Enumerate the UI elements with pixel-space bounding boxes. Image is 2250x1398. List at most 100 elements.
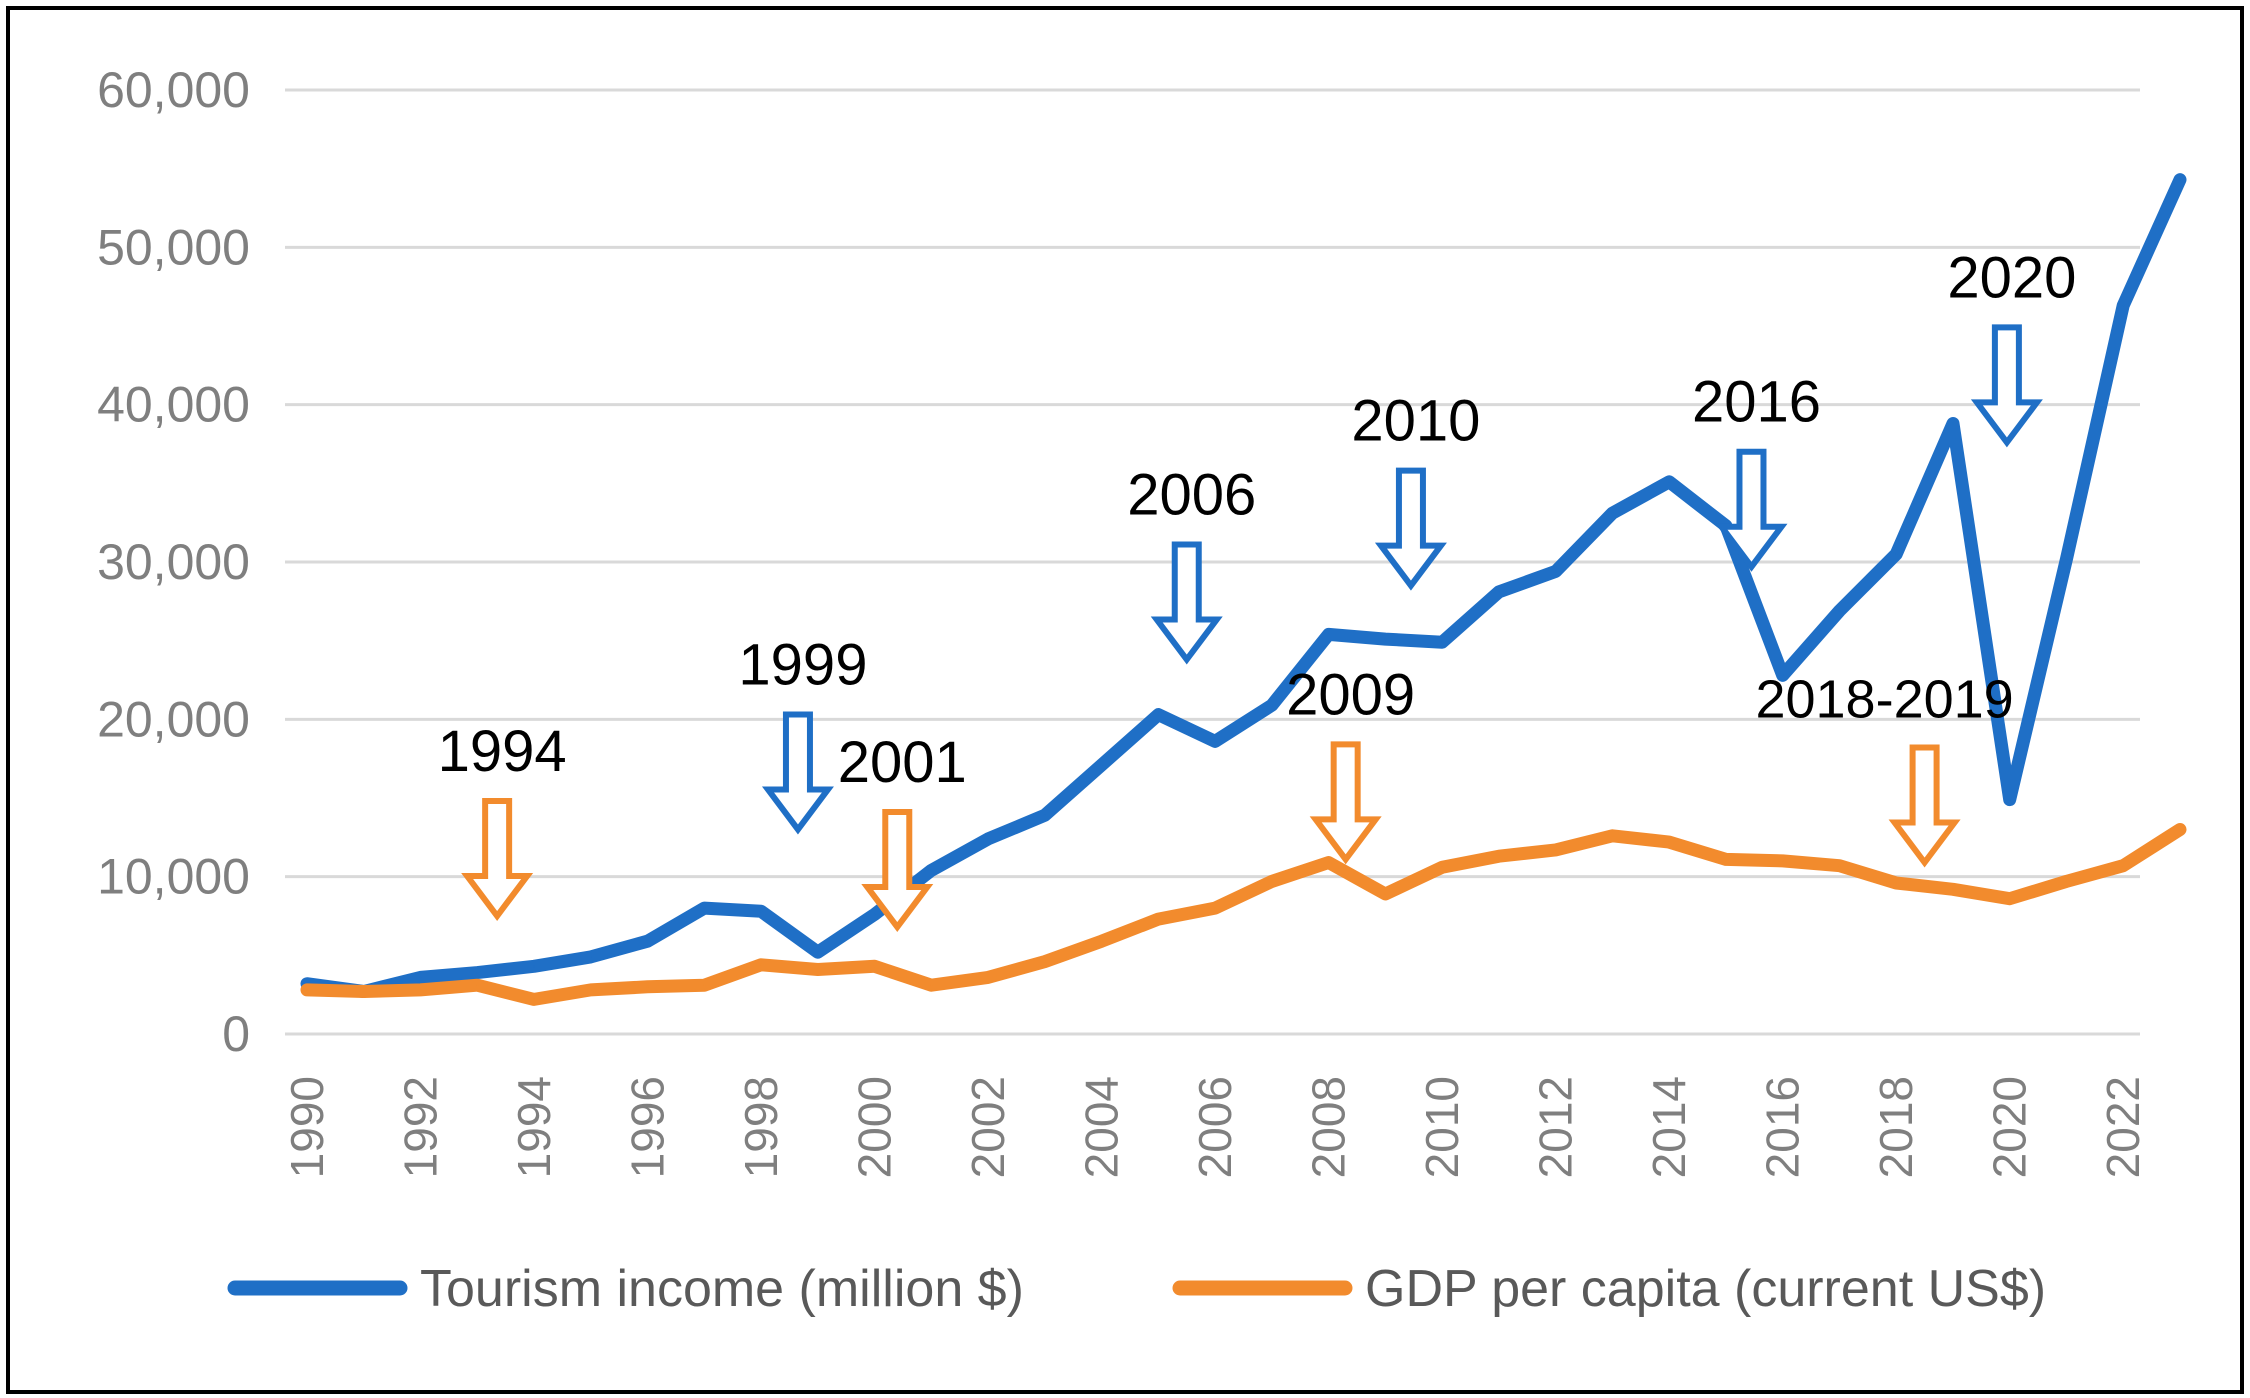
data-point-tourism-2023 [2179, 178, 2181, 181]
data-point-tourism-2020 [2008, 798, 2011, 801]
data-point-gdp-1990 [306, 988, 308, 991]
data-point-gdp-1995 [589, 988, 592, 991]
data-point-gdp-1993 [476, 984, 479, 987]
data-point-gdp-2002 [987, 976, 990, 979]
data-point-gdp-2016 [1781, 859, 1784, 862]
data-point-tourism-2000 [873, 913, 876, 916]
data-point-tourism-1997 [703, 907, 706, 910]
annotation-label-1994: 1994 [438, 719, 567, 784]
data-point-tourism-2010 [1441, 641, 1444, 644]
data-point-tourism-2021 [2065, 557, 2068, 560]
annotation-label-2020: 2020 [1947, 245, 2076, 310]
y-axis-ticks: 0 10,000 20,000 30,000 40,000 50,000 60,000 [97, 62, 250, 1062]
legend-label-tourism-income-million: Tourism income (million $) [420, 1260, 1024, 1318]
data-point-tourism-2004 [1100, 764, 1103, 766]
y-tick-label: 40,000 [97, 377, 250, 433]
data-point-gdp-2015 [1724, 858, 1727, 861]
data-point-gdp-1992 [419, 988, 422, 991]
series-line-gdp-per-capita-current-us [300, 823, 2187, 1006]
data-point-gdp-2000 [873, 965, 876, 968]
data-point-gdp-2005 [1157, 918, 1160, 921]
gridlines [285, 88, 2140, 1036]
data-point-gdp-2013 [1611, 834, 1614, 837]
x-tick-label: 2000 [849, 1076, 901, 1178]
y-tick-label: 0 [222, 1006, 250, 1062]
data-point-gdp-2009 [1384, 893, 1387, 895]
data-point-tourism-2022 [2122, 304, 2125, 307]
annotation-arrow-2001 [861, 809, 934, 933]
annotation-arrow-2016 [1715, 448, 1788, 572]
data-point-tourism-2016 [1781, 674, 1784, 677]
data-point-tourism-2018 [1895, 553, 1898, 556]
x-tick-label: 2006 [1189, 1076, 1241, 1178]
data-point-gdp-2023 [2179, 828, 2181, 831]
series-line-tourism-income-million [300, 173, 2187, 998]
data-point-tourism-2006 [1214, 740, 1217, 743]
annotation-arrow-2010 [1374, 467, 1447, 591]
annotation-arrow-2018-2019 [1888, 744, 1961, 868]
data-point-tourism-2009 [1384, 638, 1387, 641]
annotation-arrow-2020 [1970, 324, 2043, 448]
x-tick-label: 1990 [281, 1076, 333, 1178]
series-lines [300, 173, 2187, 1006]
legend: Tourism income (million $) GDP per capita… [227, 1260, 2046, 1318]
data-point-tourism-2019 [1952, 422, 1954, 425]
data-point-gdp-2008 [1327, 861, 1330, 864]
annotation-label-2009: 2009 [1286, 662, 1415, 727]
data-point-tourism-1993 [476, 971, 479, 974]
data-point-tourism-1994 [533, 965, 535, 968]
annotations: 1994 1999 2001 2006 2009 2010 2016 2018-2019 202… [438, 245, 2076, 933]
data-point-gdp-2019 [1952, 888, 1954, 891]
annotation-label-2001: 2001 [838, 730, 967, 795]
x-tick-label: 1998 [735, 1076, 787, 1178]
x-tick-label: 2020 [1984, 1076, 2036, 1178]
data-point-gdp-2017 [1838, 864, 1841, 867]
x-tick-label: 2002 [962, 1076, 1014, 1178]
data-point-tourism-2003 [1043, 814, 1046, 817]
data-point-gdp-2004 [1100, 940, 1103, 943]
data-point-tourism-1995 [589, 955, 592, 958]
x-tick-label: 2008 [1303, 1076, 1355, 1178]
data-point-gdp-1991 [362, 990, 365, 993]
y-tick-label: 10,000 [97, 849, 250, 905]
data-point-tourism-2011 [1497, 590, 1500, 593]
data-point-tourism-2012 [1554, 570, 1557, 573]
x-tick-label: 2004 [1076, 1076, 1128, 1178]
data-point-tourism-2013 [1611, 512, 1614, 515]
data-point-gdp-2010 [1441, 866, 1444, 869]
data-point-tourism-1992 [419, 976, 422, 979]
chart-frame: 0 10,000 20,000 30,000 40,000 50,000 60,000 19… [6, 6, 2244, 1394]
y-tick-label: 20,000 [97, 691, 250, 747]
line-chart: 0 10,000 20,000 30,000 40,000 50,000 60,000 19… [97, 62, 2187, 1318]
x-tick-label: 1992 [395, 1076, 447, 1178]
data-point-tourism-2002 [987, 837, 990, 840]
x-tick-label: 2022 [2097, 1076, 2149, 1178]
data-point-gdp-2006 [1214, 907, 1217, 910]
data-point-tourism-1998 [760, 910, 763, 913]
x-tick-label: 1994 [508, 1076, 560, 1178]
legend-label-gdp-per-capita-current-us: GDP per capita (current US$) [1365, 1260, 2046, 1318]
data-point-gdp-2012 [1554, 848, 1557, 851]
annotation-arrow-1999 [761, 711, 834, 835]
annotation-arrow-2009 [1309, 741, 1382, 865]
y-tick-label: 60,000 [97, 62, 250, 118]
data-point-tourism-2014 [1668, 480, 1671, 483]
data-point-tourism-1996 [646, 940, 649, 943]
data-point-gdp-2020 [2008, 897, 2011, 900]
x-tick-label: 2014 [1643, 1076, 1695, 1178]
x-tick-label: 2016 [1757, 1076, 1809, 1178]
y-tick-label: 30,000 [97, 534, 250, 590]
data-point-gdp-1997 [703, 984, 706, 987]
annotation-arrow-2006 [1150, 541, 1223, 665]
annotation-label-2010: 2010 [1351, 389, 1480, 454]
data-point-gdp-2001 [930, 984, 933, 987]
data-point-gdp-2007 [1270, 880, 1273, 883]
annotation-label-2016: 2016 [1692, 370, 1821, 435]
data-point-gdp-2014 [1668, 841, 1671, 844]
x-tick-label: 2018 [1870, 1076, 1922, 1178]
annotation-arrow-1994 [461, 798, 534, 921]
data-point-gdp-2003 [1043, 960, 1046, 963]
x-tick-label: 2010 [1416, 1076, 1468, 1178]
data-point-gdp-1998 [760, 963, 763, 966]
data-point-gdp-1999 [816, 968, 819, 971]
